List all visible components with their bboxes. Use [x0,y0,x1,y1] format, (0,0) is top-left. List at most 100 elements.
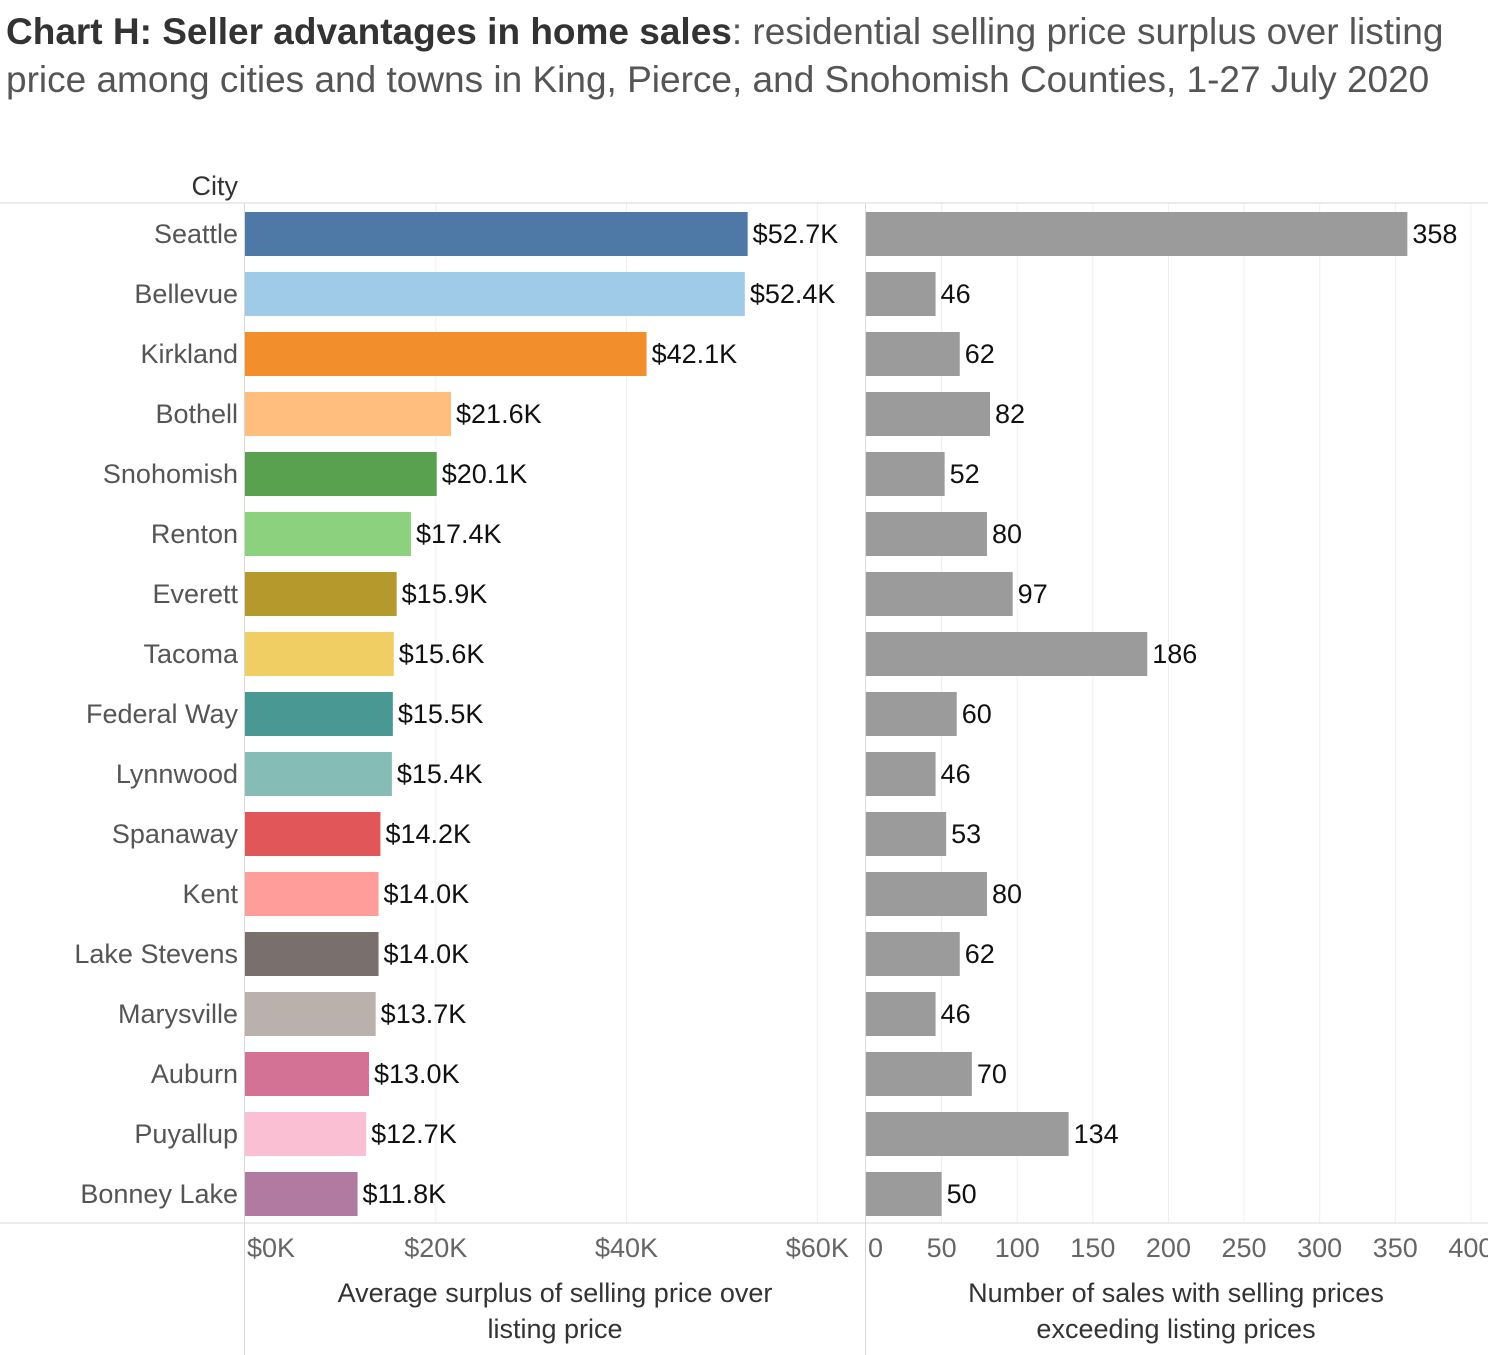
tick-count-400: 400 [1448,1233,1488,1263]
count-bar-snohomish [866,452,945,496]
surplus-bar-puyallup [245,1112,367,1156]
count-label-renton: 80 [992,519,1022,549]
surplus-label-puyallup: $12.7K [371,1119,457,1149]
city-label-kent: Kent [182,879,238,909]
city-label-bellevue: Bellevue [134,279,238,309]
count-label-kent: 80 [992,879,1022,909]
surplus-bar-lake-stevens [245,932,379,976]
city-label-marysville: Marysville [118,999,238,1029]
count-label-bellevue: 46 [941,279,971,309]
surplus-label-snohomish: $20.1K [442,459,528,489]
city-label-lake-stevens: Lake Stevens [74,939,238,969]
city-label-spanaway: Spanaway [112,819,239,849]
city-label-federal-way: Federal Way [86,699,239,729]
surplus-bar-everett [245,572,397,616]
surplus-bar-bothell [245,392,452,436]
axis-title-count: Number of sales with selling prices excee… [968,1278,1384,1344]
count-bar-tacoma [866,632,1148,676]
surplus-bar-federal-way [245,692,393,736]
chart-title-rest: : residential selling price surplus over… [6,11,1444,100]
surplus-label-renton: $17.4K [416,519,502,549]
tick-count-250: 250 [1222,1233,1267,1263]
chart-title-bold: Chart H: Seller advantages in home sales [6,11,732,52]
chart-title: Chart H: Seller advantages in home sales… [6,8,1484,104]
surplus-bar-renton [245,512,411,556]
surplus-bar-kent [245,872,379,916]
surplus-bar-lynnwood [245,752,392,796]
count-bar-everett [866,572,1013,616]
surplus-bar-spanaway [245,812,381,856]
count-label-federal-way: 60 [962,699,992,729]
tick-surplus-20: $20K [404,1233,467,1263]
tick-count-200: 200 [1146,1233,1191,1263]
count-bar-kent [866,872,987,916]
count-bar-kirkland [866,332,960,376]
surplus-label-federal-way: $15.5K [398,699,484,729]
count-label-tacoma: 186 [1152,639,1197,669]
count-label-puyallup: 134 [1074,1119,1119,1149]
count-bar-seattle [866,212,1408,256]
count-label-kirkland: 62 [965,339,995,369]
city-label-bonney-lake: Bonney Lake [80,1179,238,1209]
count-bar-lake-stevens [866,932,960,976]
surplus-label-lake-stevens: $14.0K [384,939,470,969]
city-label-kirkland: Kirkland [140,339,238,369]
count-label-lake-stevens: 62 [965,939,995,969]
surplus-label-spanaway: $14.2K [385,819,471,849]
surplus-bar-snohomish [245,452,437,496]
tick-surplus-0: $0K [247,1233,295,1263]
surplus-label-everett: $15.9K [402,579,488,609]
count-label-bonney-lake: 50 [947,1179,977,1209]
count-label-lynnwood: 46 [941,759,971,789]
count-label-seattle: 358 [1412,219,1457,249]
tick-surplus-40: $40K [595,1233,658,1263]
tick-count-50: 50 [927,1233,957,1263]
surplus-label-seattle: $52.7K [753,219,839,249]
count-bar-marysville [866,992,936,1036]
tick-count-350: 350 [1373,1233,1418,1263]
surplus-bar-tacoma [245,632,394,676]
count-label-everett: 97 [1018,579,1048,609]
tick-count-150: 150 [1070,1233,1115,1263]
tick-count-100: 100 [995,1233,1040,1263]
count-label-auburn: 70 [977,1059,1007,1089]
surplus-label-tacoma: $15.6K [399,639,485,669]
tick-count-0: 0 [868,1233,883,1263]
count-bar-spanaway [866,812,947,856]
surplus-label-bothell: $21.6K [456,399,542,429]
surplus-bar-kirkland [245,332,647,376]
city-label-puyallup: Puyallup [134,1119,238,1149]
count-bar-auburn [866,1052,972,1096]
count-label-snohomish: 52 [950,459,980,489]
tick-surplus-60: $60K [786,1233,849,1263]
city-label-auburn: Auburn [151,1059,238,1089]
surplus-bar-auburn [245,1052,369,1096]
city-label-snohomish: Snohomish [103,459,238,489]
city-label-renton: Renton [151,519,238,549]
surplus-bar-bellevue [245,272,745,316]
count-label-marysville: 46 [941,999,971,1029]
surplus-bar-marysville [245,992,376,1036]
city-label-lynnwood: Lynnwood [116,759,238,789]
count-label-spanaway: 53 [951,819,981,849]
count-bar-puyallup [866,1112,1069,1156]
surplus-label-kent: $14.0K [384,879,470,909]
surplus-label-auburn: $13.0K [374,1059,460,1089]
count-bar-lynnwood [866,752,936,796]
count-bar-bellevue [866,272,936,316]
surplus-label-bonney-lake: $11.8K [363,1179,447,1209]
count-bar-renton [866,512,987,556]
surplus-bar-seattle [245,212,748,256]
city-label-seattle: Seattle [154,219,238,249]
city-label-tacoma: Tacoma [143,639,239,669]
count-bar-bonney-lake [866,1172,942,1216]
count-bar-bothell [866,392,990,436]
count-label-bothell: 82 [995,399,1025,429]
surplus-label-lynnwood: $15.4K [397,759,483,789]
city-label-everett: Everett [152,579,238,609]
axis-title-surplus: Average surplus of selling price over lis… [338,1278,773,1344]
count-bar-federal-way [866,692,957,736]
surplus-label-kirkland: $42.1K [652,339,738,369]
surplus-bar-bonney-lake [245,1172,358,1216]
